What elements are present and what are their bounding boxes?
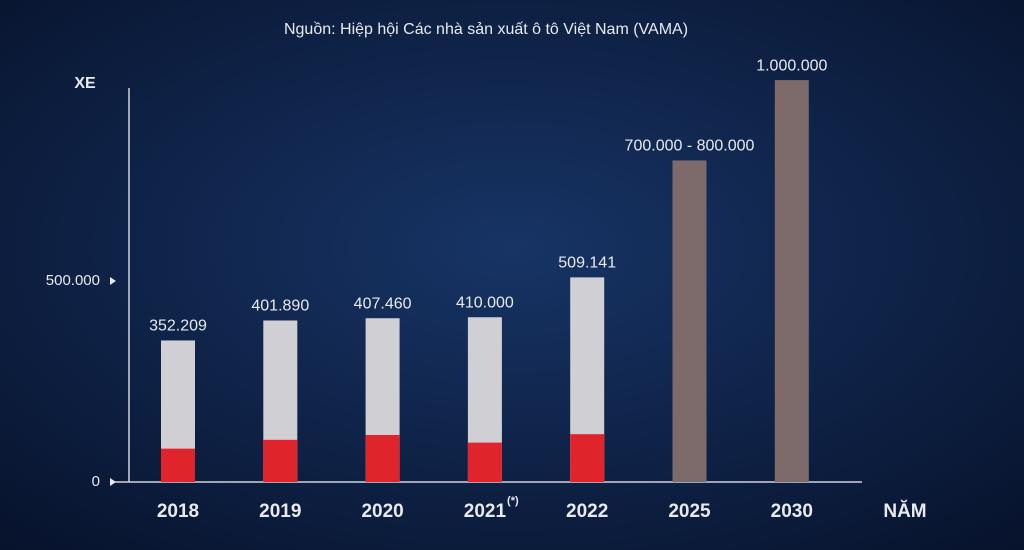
x-tick-label: 2018 — [157, 501, 199, 522]
bar — [570, 434, 605, 482]
value-label: 352.209 — [149, 318, 207, 335]
value-label: 509.141 — [558, 255, 616, 272]
bar — [672, 160, 707, 482]
bar — [365, 434, 400, 482]
y-tick-label: 500.000 — [46, 272, 100, 289]
bar — [774, 80, 809, 482]
footnote-mark: (*) — [507, 495, 519, 507]
x-tick-label: 2019 — [259, 501, 301, 522]
value-label: 410.000 — [456, 294, 514, 311]
x-tick-label: 2021 — [464, 501, 507, 522]
bar — [161, 448, 195, 482]
bar — [263, 439, 298, 482]
y-tick-mark — [110, 478, 116, 486]
chart-subtitle: Nguồn: Hiệp hội Các nhà sản xuất ô tô Vi… — [284, 21, 688, 38]
x-tick-label: 2025 — [668, 501, 711, 522]
y-tick-mark — [110, 277, 116, 286]
x-tick-label: 2030 — [771, 501, 813, 522]
y-tick-label: 0 — [92, 473, 100, 490]
value-label: 1.000.000 — [756, 57, 827, 74]
x-tick-label: 2022 — [566, 501, 608, 522]
y-axis-label: XE — [74, 75, 96, 92]
x-axis-label: NĂM — [883, 500, 926, 522]
x-tick-label: 2020 — [361, 501, 403, 522]
bar — [467, 442, 502, 482]
value-label: 700.000 - 800.000 — [625, 138, 755, 155]
value-label: 407.460 — [354, 295, 412, 312]
value-label: 401.890 — [251, 298, 309, 315]
